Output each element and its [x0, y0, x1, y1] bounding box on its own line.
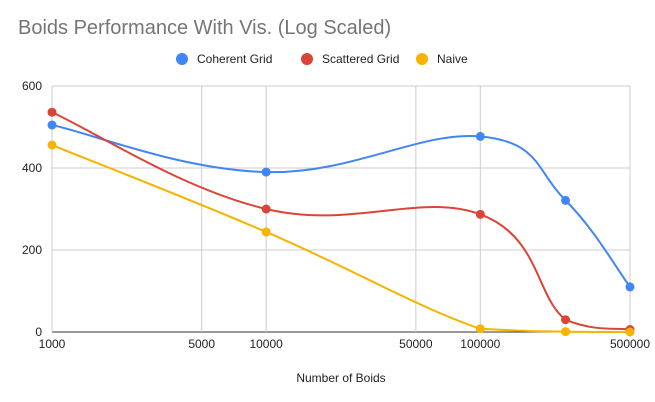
legend-marker	[301, 53, 313, 65]
legend-item-naive: Naive	[416, 52, 468, 66]
x-axis-label: Number of Boids	[296, 371, 385, 385]
legend-item-scattered-grid: Scattered Grid	[301, 52, 399, 66]
data-point	[475, 131, 485, 141]
x-tick-label: 5000	[188, 337, 215, 351]
data-point	[47, 120, 57, 130]
tick-labels: 0 200 400 600 1000 5000 10000 50000 100000 500000	[22, 79, 650, 351]
data-point	[561, 315, 571, 325]
data-point	[625, 282, 635, 292]
legend-label: Scattered Grid	[322, 52, 399, 66]
data-point	[475, 209, 485, 219]
data-point	[561, 195, 571, 205]
series-naive	[47, 140, 635, 337]
series-line-coherent-grid	[51, 123, 631, 288]
data-point	[625, 327, 635, 337]
y-tick-label: 200	[22, 243, 42, 257]
x-tick-label: 1000	[39, 337, 66, 351]
y-tick-label: 0	[35, 325, 42, 339]
x-tick-label: 500000	[610, 337, 650, 351]
legend-marker	[176, 53, 188, 65]
y-tick-label: 400	[22, 161, 42, 175]
chart-title: Boids Performance With Vis. (Log Scaled)	[18, 17, 391, 39]
x-tick-label: 10000	[249, 337, 283, 351]
data-point	[561, 327, 571, 337]
legend-marker	[416, 53, 428, 65]
legend-item-coherent-grid: Coherent Grid	[176, 52, 272, 66]
y-tick-label: 600	[22, 79, 42, 93]
series-group	[47, 107, 635, 337]
series-scattered-grid	[47, 107, 635, 335]
data-point	[47, 140, 57, 150]
legend: Coherent Grid Scattered Grid Naive	[176, 52, 468, 66]
data-point	[261, 204, 271, 214]
data-point	[261, 167, 271, 177]
series-coherent-grid	[47, 120, 635, 292]
legend-label: Naive	[437, 52, 468, 66]
gridlines	[51, 85, 631, 333]
series-line-scattered-grid	[51, 111, 631, 331]
legend-label: Coherent Grid	[197, 52, 272, 66]
data-point	[475, 324, 485, 334]
data-point	[261, 227, 271, 237]
x-tick-label: 100000	[460, 337, 500, 351]
x-tick-label: 50000	[399, 337, 433, 351]
data-point	[47, 107, 57, 117]
